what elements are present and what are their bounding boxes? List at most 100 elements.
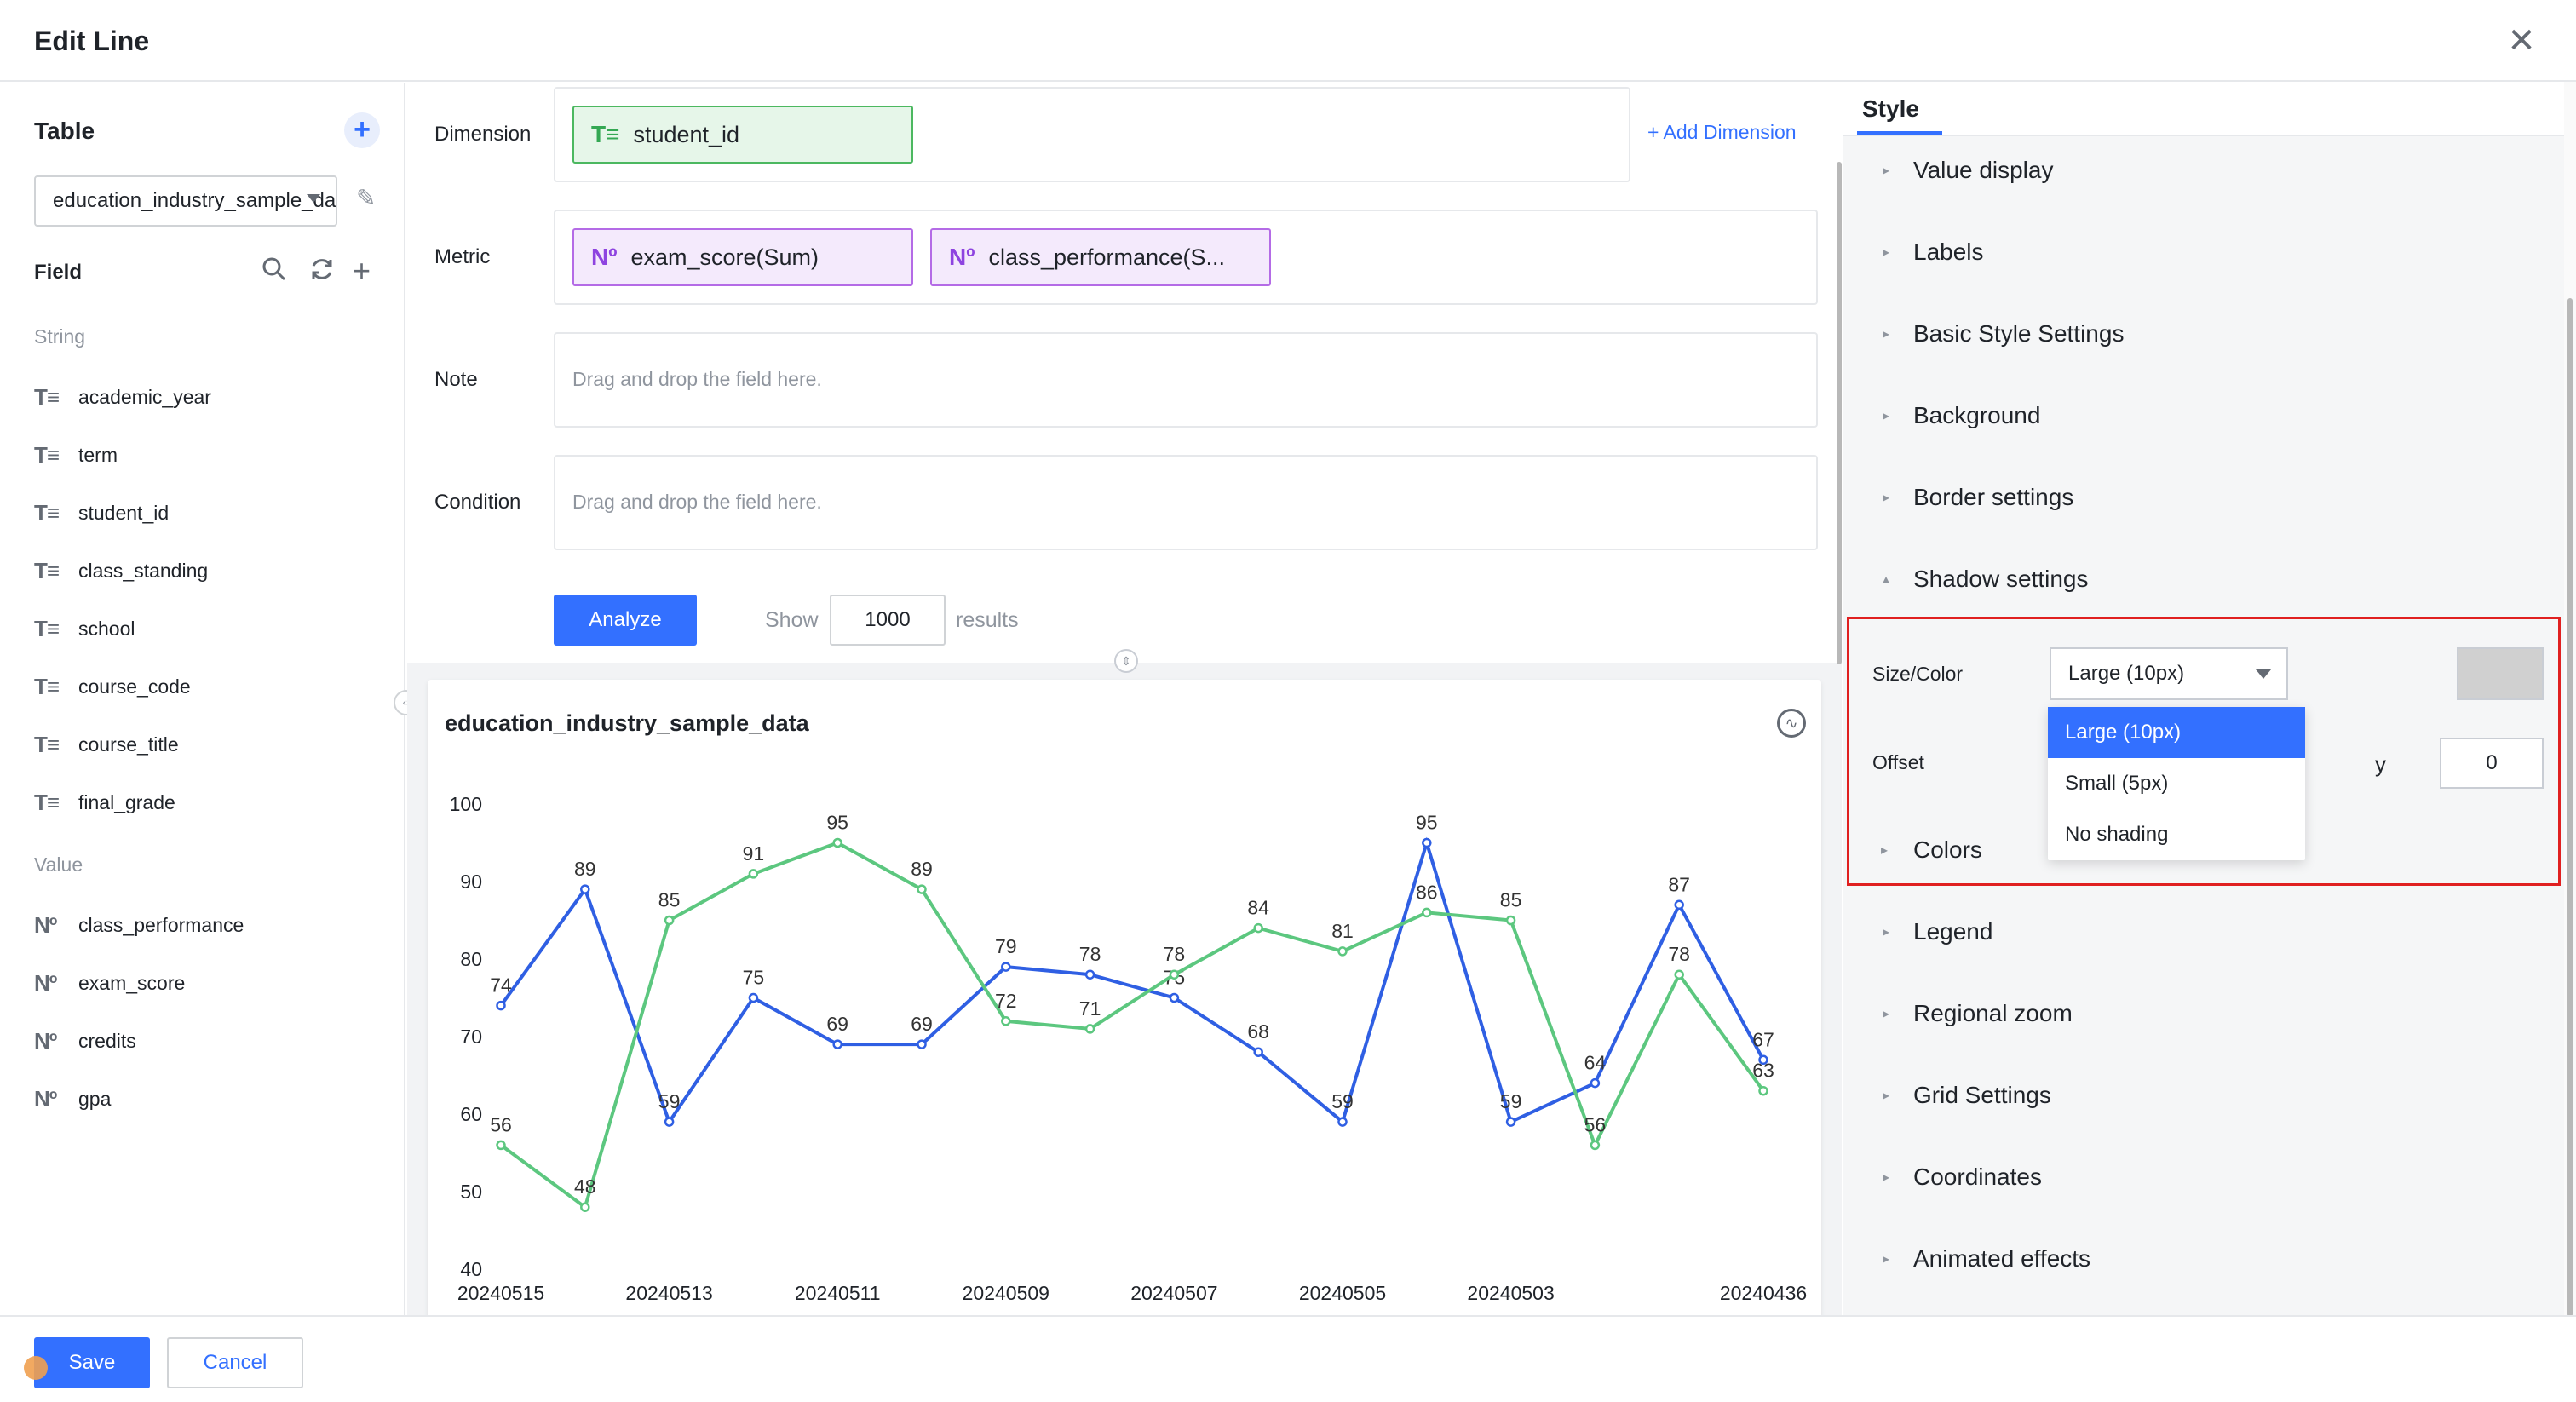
data-point	[1253, 1047, 1263, 1057]
chart-title: education_industry_sample_data	[445, 710, 809, 736]
data-label: 78	[1079, 943, 1101, 965]
data-point	[748, 869, 759, 879]
section-colors[interactable]: Colors	[1913, 836, 1982, 863]
value-group-label: Value	[34, 853, 83, 876]
field-item-class-standing[interactable]: T≡ class_standing	[34, 549, 375, 593]
field-item-gpa[interactable]: Nº gpa	[34, 1077, 375, 1121]
data-point	[1505, 1117, 1516, 1127]
refresh-icon[interactable]	[308, 256, 336, 289]
data-point	[1674, 899, 1684, 911]
dropdown-option-none[interactable]: No shading	[2065, 823, 2169, 846]
pencil-icon[interactable]: ✎	[356, 185, 377, 211]
number-field-icon: Nº	[34, 969, 57, 996]
note-placeholder: Drag and drop the field here.	[572, 368, 822, 390]
metric-drop-zone[interactable]: Nº exam_score(Sum) Nº class_performance(…	[554, 210, 1818, 305]
x-tick-label: 20240515	[457, 1282, 544, 1304]
results-label: results	[956, 608, 1019, 632]
data-label: 89	[574, 858, 596, 880]
data-point	[1590, 1077, 1601, 1089]
metric-chip-label: class_performance(S...	[988, 244, 1226, 270]
number-field-icon: Nº	[34, 911, 57, 938]
dimension-drop-zone[interactable]: T≡ student_id	[554, 87, 1630, 182]
collapse-icon: ▴	[1883, 572, 1890, 587]
section-coordinates[interactable]: Coordinates	[1913, 1164, 2042, 1190]
field-item-academic-year[interactable]: T≡ academic_year	[34, 375, 375, 419]
offset-y-input[interactable]: 0	[2440, 738, 2544, 789]
y-tick-label: 90	[460, 871, 482, 893]
dimension-chip[interactable]: T≡ student_id	[572, 106, 913, 164]
data-label: 95	[826, 812, 848, 834]
expand-icon: ▸	[1883, 1170, 1890, 1185]
field-item-course-title[interactable]: T≡ course_title	[34, 722, 375, 767]
close-icon[interactable]: ✕	[2507, 22, 2536, 60]
field-item-label: class_standing	[78, 559, 209, 582]
section-animated-effects[interactable]: Animated effects	[1913, 1245, 2091, 1272]
section-background[interactable]: Background	[1913, 402, 2041, 428]
data-point	[664, 915, 675, 926]
data-label: 48	[574, 1175, 596, 1198]
data-point	[1084, 969, 1095, 980]
data-label: 71	[1079, 997, 1101, 1020]
section-regional-zoom[interactable]: Regional zoom	[1913, 1000, 2073, 1026]
field-item-course-code[interactable]: T≡ course_code	[34, 664, 375, 709]
number-field-icon: Nº	[949, 244, 975, 270]
data-label: 72	[995, 990, 1017, 1012]
tab-style[interactable]: Style	[1862, 95, 1919, 122]
config-area: Dimension T≡ student_id + Add Dimension …	[407, 83, 1842, 663]
dropdown-option-large[interactable]: Large (10px)	[2048, 707, 2305, 758]
section-border-settings[interactable]: Border settings	[1913, 484, 2074, 510]
chart-type-icon[interactable]: ∿	[1777, 709, 1806, 738]
analyze-button[interactable]: Analyze	[554, 595, 697, 646]
shadow-size-select[interactable]: Large (10px)	[2050, 647, 2288, 700]
metric-chip[interactable]: Nº exam_score(Sum)	[572, 228, 913, 286]
section-labels[interactable]: Labels	[1913, 238, 1984, 265]
field-item-term[interactable]: T≡ term	[34, 433, 375, 477]
add-dimension-link[interactable]: + Add Dimension	[1647, 121, 1797, 143]
add-table-icon[interactable]: +	[344, 112, 380, 148]
metric-chip[interactable]: Nº class_performance(S...	[930, 228, 1271, 286]
section-basic-style-settings[interactable]: Basic Style Settings	[1913, 320, 2125, 347]
section-grid-settings[interactable]: Grid Settings	[1913, 1082, 2051, 1108]
cursor-indicator	[24, 1356, 48, 1380]
cancel-button[interactable]: Cancel	[167, 1337, 303, 1388]
shadow-color-picker[interactable]	[2457, 647, 2544, 700]
condition-placeholder: Drag and drop the field here.	[572, 491, 822, 513]
field-item-exam-score[interactable]: Nº exam_score	[34, 961, 375, 1005]
table-select[interactable]: education_industry_sample_data	[34, 175, 337, 227]
data-label: 85	[658, 889, 681, 911]
config-scrollbar[interactable]	[1837, 162, 1842, 664]
data-point	[1337, 1117, 1348, 1127]
note-drop-zone[interactable]: Drag and drop the field here.	[554, 332, 1818, 428]
note-label: Note	[434, 368, 478, 391]
data-label: 79	[995, 935, 1017, 957]
field-item-school[interactable]: T≡ school	[34, 606, 375, 651]
string-field-icon: T≡	[34, 731, 60, 757]
x-tick-label: 20240509	[963, 1282, 1049, 1304]
condition-drop-zone[interactable]: Drag and drop the field here.	[554, 455, 1818, 550]
section-shadow-settings[interactable]: Shadow settings	[1913, 566, 2089, 592]
add-field-icon[interactable]: +	[353, 253, 371, 288]
offset-label: Offset	[1872, 751, 1924, 773]
field-item-label: gpa	[78, 1087, 112, 1110]
data-point	[496, 1000, 506, 1011]
result-limit-input[interactable]: 1000	[830, 595, 946, 646]
data-point	[496, 1140, 506, 1151]
data-point	[1084, 1024, 1095, 1034]
section-legend[interactable]: Legend	[1913, 918, 1993, 945]
data-point	[1001, 962, 1011, 972]
data-label: 59	[658, 1090, 681, 1112]
save-button[interactable]: Save	[34, 1337, 150, 1388]
field-item-credits[interactable]: Nº credits	[34, 1019, 375, 1063]
number-field-icon: Nº	[591, 244, 618, 270]
tab-style-indicator	[1857, 131, 1942, 135]
resize-handle-icon[interactable]: ⇕	[1114, 649, 1138, 673]
expand-icon: ▸	[1881, 843, 1889, 858]
section-value-display[interactable]: Value display	[1913, 157, 2054, 183]
style-scrollbar[interactable]	[2567, 298, 2573, 1317]
dropdown-option-small[interactable]: Small (5px)	[2065, 772, 2169, 795]
search-icon[interactable]	[261, 256, 288, 289]
field-item-final-grade[interactable]: T≡ final_grade	[34, 780, 375, 825]
shadow-settings-highlight	[1847, 617, 2561, 886]
field-item-student-id[interactable]: T≡ student_id	[34, 491, 375, 535]
field-item-class-performance[interactable]: Nº class_performance	[34, 903, 375, 947]
